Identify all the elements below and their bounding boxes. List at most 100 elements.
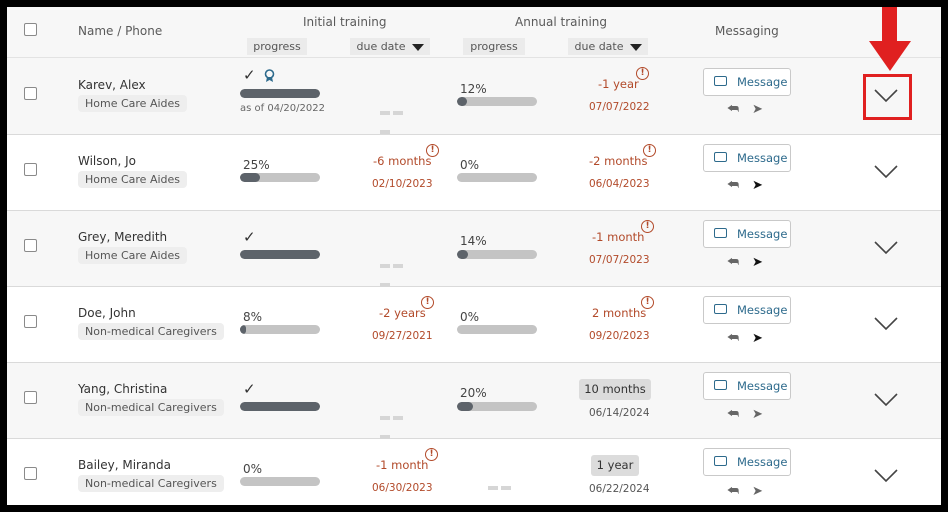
- select-all-checkbox[interactable]: [24, 23, 37, 36]
- table-row[interactable]: Bailey, Miranda Non-medical Caregivers 0…: [7, 439, 941, 505]
- annual-due-date: 07/07/2023: [589, 254, 650, 266]
- annual-due-date: 09/20/2023: [589, 330, 650, 342]
- annual-progress-percent: 0%: [460, 310, 480, 324]
- message-icon: [714, 304, 727, 314]
- message-button[interactable]: Message: [703, 372, 791, 400]
- initial-progress-percent: 0%: [243, 462, 263, 476]
- warning-icon: !: [641, 296, 654, 309]
- check-icon: ✓: [243, 228, 256, 246]
- warning-icon: !: [641, 220, 654, 233]
- table-row[interactable]: Yang, Christina Non-medical Caregivers ✓…: [7, 363, 941, 439]
- initial-progress-sort[interactable]: progress: [247, 38, 307, 55]
- chevron-down-icon[interactable]: [874, 241, 898, 255]
- send-icon[interactable]: ➤: [752, 255, 763, 270]
- annual-training-header: Annual training: [515, 15, 608, 29]
- caregiver-name[interactable]: Yang, Christina: [78, 382, 168, 396]
- annual-due-relative: 2 months: [592, 306, 647, 320]
- initial-due-relative: -6 months: [373, 154, 432, 168]
- no-due-date-placeholder: [380, 100, 418, 134]
- initial-due-date: 02/10/2023: [372, 178, 433, 190]
- row-checkbox[interactable]: [24, 315, 37, 328]
- message-label: Message: [737, 75, 788, 89]
- name-phone-header[interactable]: Name / Phone: [78, 24, 163, 38]
- chevron-down-icon[interactable]: [874, 89, 898, 103]
- message-button[interactable]: Message: [703, 68, 791, 96]
- table-row[interactable]: Grey, Meredith Home Care Aides ✓ 14% -1 …: [7, 211, 941, 287]
- row-checkbox[interactable]: [24, 87, 37, 100]
- warning-icon: !: [426, 144, 439, 157]
- message-icon: [714, 76, 727, 86]
- annual-due-badge: 10 months: [579, 379, 651, 400]
- annual-progress-bar: [457, 173, 537, 182]
- send-icon[interactable]: ➤: [752, 407, 763, 422]
- reply-icon[interactable]: ⮪: [727, 484, 740, 499]
- message-button[interactable]: Message: [703, 220, 791, 248]
- row-checkbox[interactable]: [24, 163, 37, 176]
- chevron-down-icon[interactable]: [874, 317, 898, 331]
- row-checkbox[interactable]: [24, 239, 37, 252]
- reply-icon[interactable]: ⮪: [727, 255, 740, 270]
- message-button[interactable]: Message: [703, 144, 791, 172]
- chevron-down-icon[interactable]: [874, 469, 898, 483]
- annual-progress-bar: [457, 97, 537, 106]
- role-badge: Non-medical Caregivers: [78, 323, 224, 340]
- no-progress-placeholder: [488, 475, 526, 490]
- annual-progress-percent: 20%: [460, 386, 487, 400]
- message-icon: [714, 228, 727, 238]
- reply-icon[interactable]: ⮪: [727, 178, 740, 193]
- message-label: Message: [737, 151, 788, 165]
- initial-progress-label: progress: [253, 40, 301, 53]
- completion-date: as of 04/20/2022: [240, 103, 325, 114]
- initial-progress-bar: [240, 173, 320, 182]
- initial-training-header: Initial training: [303, 15, 387, 29]
- row-checkbox[interactable]: [24, 391, 37, 404]
- annual-progress-percent: 14%: [460, 234, 487, 248]
- annual-progress-bar: [457, 325, 537, 334]
- initial-progress-bar: [240, 402, 320, 411]
- chevron-down-icon[interactable]: [874, 165, 898, 179]
- arrow-down-annotation-icon: [869, 7, 911, 71]
- message-label: Message: [737, 379, 788, 393]
- initial-progress-bar: [240, 477, 320, 486]
- annual-progress-percent: 12%: [460, 82, 487, 96]
- role-badge: Home Care Aides: [78, 247, 188, 264]
- initial-due-date-label: due date: [356, 40, 406, 53]
- annual-due-date-sort[interactable]: due date: [568, 38, 648, 55]
- messaging-header: Messaging: [715, 24, 779, 38]
- message-button[interactable]: Message: [703, 448, 791, 476]
- initial-progress-percent: 8%: [243, 310, 263, 324]
- message-button[interactable]: Message: [703, 296, 791, 324]
- reply-icon[interactable]: ⮪: [727, 331, 740, 346]
- annual-progress-label: progress: [470, 40, 518, 53]
- caregiver-name[interactable]: Grey, Meredith: [78, 230, 168, 244]
- send-icon[interactable]: ➤: [752, 178, 763, 193]
- no-due-date-placeholder: [380, 405, 418, 439]
- warning-icon: !: [643, 144, 656, 157]
- caregiver-name[interactable]: Bailey, Miranda: [78, 458, 171, 472]
- training-table: Name / Phone Initial training Annual tra…: [7, 7, 941, 505]
- send-icon[interactable]: ➤: [752, 331, 763, 346]
- initial-due-relative: -1 month: [376, 458, 429, 472]
- table-row[interactable]: Wilson, Jo Home Care Aides 25% -6 months…: [7, 135, 941, 211]
- annual-due-date: 07/07/2022: [589, 101, 650, 113]
- warning-icon: !: [636, 67, 649, 80]
- initial-due-date-sort[interactable]: due date: [350, 38, 430, 55]
- caregiver-name[interactable]: Wilson, Jo: [78, 154, 136, 168]
- warning-icon: !: [421, 296, 434, 309]
- send-icon[interactable]: ➤: [752, 102, 763, 117]
- send-icon[interactable]: ➤: [752, 484, 763, 499]
- table-row[interactable]: Karev, Alex Home Care Aides ✓ as of 04/2…: [7, 58, 941, 135]
- annual-due-relative: -2 months: [589, 154, 648, 168]
- reply-icon[interactable]: ⮪: [727, 407, 740, 422]
- chevron-down-icon[interactable]: [874, 393, 898, 407]
- initial-progress-bar: [240, 325, 320, 334]
- table-row[interactable]: Doe, John Non-medical Caregivers 8% -2 y…: [7, 287, 941, 363]
- row-checkbox[interactable]: [24, 467, 37, 480]
- reply-icon[interactable]: ⮪: [727, 102, 740, 117]
- caregiver-name[interactable]: Karev, Alex: [78, 78, 146, 92]
- caregiver-name[interactable]: Doe, John: [78, 306, 136, 320]
- annual-progress-bar: [457, 402, 537, 411]
- check-icon: ✓: [243, 66, 256, 84]
- annual-progress-sort[interactable]: progress: [463, 38, 525, 55]
- message-icon: [714, 380, 727, 390]
